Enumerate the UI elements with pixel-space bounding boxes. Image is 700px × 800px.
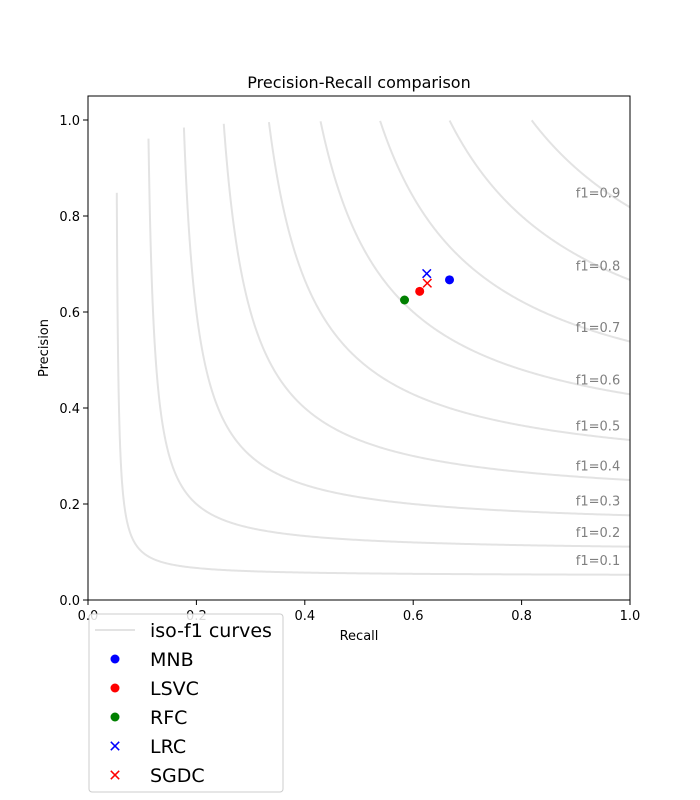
legend-swatch (110, 741, 120, 751)
y-tick-label: 0.2 (59, 498, 80, 513)
y-tick-label: 0.4 (59, 402, 80, 417)
iso-f1-label: f1=0.3 (576, 495, 620, 510)
legend-swatch (110, 770, 120, 780)
y-axis-label: Precision (37, 319, 52, 377)
data-points (400, 268, 455, 305)
iso-f1-curve-0.4 (222, 123, 630, 481)
chart-title: Precision-Recall comparison (247, 73, 470, 92)
iso-f1-curve-0.1 (115, 192, 630, 576)
legend-label: MNB (150, 649, 194, 671)
x-tick-label: 0.4 (294, 609, 315, 624)
x-tick-label: 0.8 (511, 609, 532, 624)
iso-f1-label: f1=0.5 (576, 419, 620, 434)
y-tick-label: 0.8 (59, 210, 80, 225)
y-tick-label: 0.0 (59, 594, 80, 609)
iso-f1-label: f1=0.8 (576, 259, 620, 274)
y-tick-label: 1.0 (59, 114, 80, 129)
point-mnb (445, 275, 455, 285)
legend-swatch (110, 654, 120, 664)
legend-label: LSVC (150, 678, 199, 700)
iso-f1-curve-0.6 (319, 121, 630, 396)
iso-f1-curve-0.9 (530, 119, 630, 209)
x-tick-label: 1.0 (620, 609, 641, 624)
legend-label: SGDC (150, 765, 205, 787)
legend-label: LRC (150, 736, 186, 758)
iso-f1-curve-0.7 (379, 120, 630, 343)
point-rfc (400, 295, 410, 305)
iso-f1-label: f1=0.9 (576, 187, 620, 202)
iso-f1-curve-0.8 (448, 120, 630, 281)
legend-label: RFC (150, 707, 187, 729)
point-lrc (422, 268, 432, 279)
point-lsvc (415, 286, 425, 296)
iso-f1-label: f1=0.4 (576, 459, 620, 474)
iso-f1-curves (115, 119, 630, 576)
x-axis-label: Recall (340, 629, 379, 644)
x-tick-label: 0.6 (403, 609, 424, 624)
iso-f1-curve-0.5 (267, 122, 630, 441)
iso-f1-labels: f1=0.1 f1=0.2 f1=0.3 f1=0.4 f1=0.5 f1=0.6 f1=0… (576, 187, 620, 569)
iso-f1-curve-0.2 (147, 138, 630, 548)
legend-swatch (110, 712, 120, 722)
y-axis-ticks: 0.0 0.2 0.4 0.6 0.8 1.0 (59, 114, 88, 609)
legend: iso-f1 curves MNB LSVC RFC LRC SGDC (88, 613, 284, 793)
iso-f1-curve-0.3 (182, 127, 630, 517)
legend-box (88, 613, 284, 793)
point-sgdc (422, 278, 433, 288)
legend-label: iso-f1 curves (150, 620, 272, 642)
iso-f1-label: f1=0.1 (576, 554, 620, 569)
iso-f1-label: f1=0.7 (576, 321, 620, 336)
y-tick-label: 0.6 (59, 306, 80, 321)
iso-f1-label: f1=0.6 (576, 374, 620, 389)
legend-swatch (110, 683, 120, 693)
plot-frame (87, 95, 631, 601)
iso-f1-label: f1=0.2 (576, 526, 620, 541)
